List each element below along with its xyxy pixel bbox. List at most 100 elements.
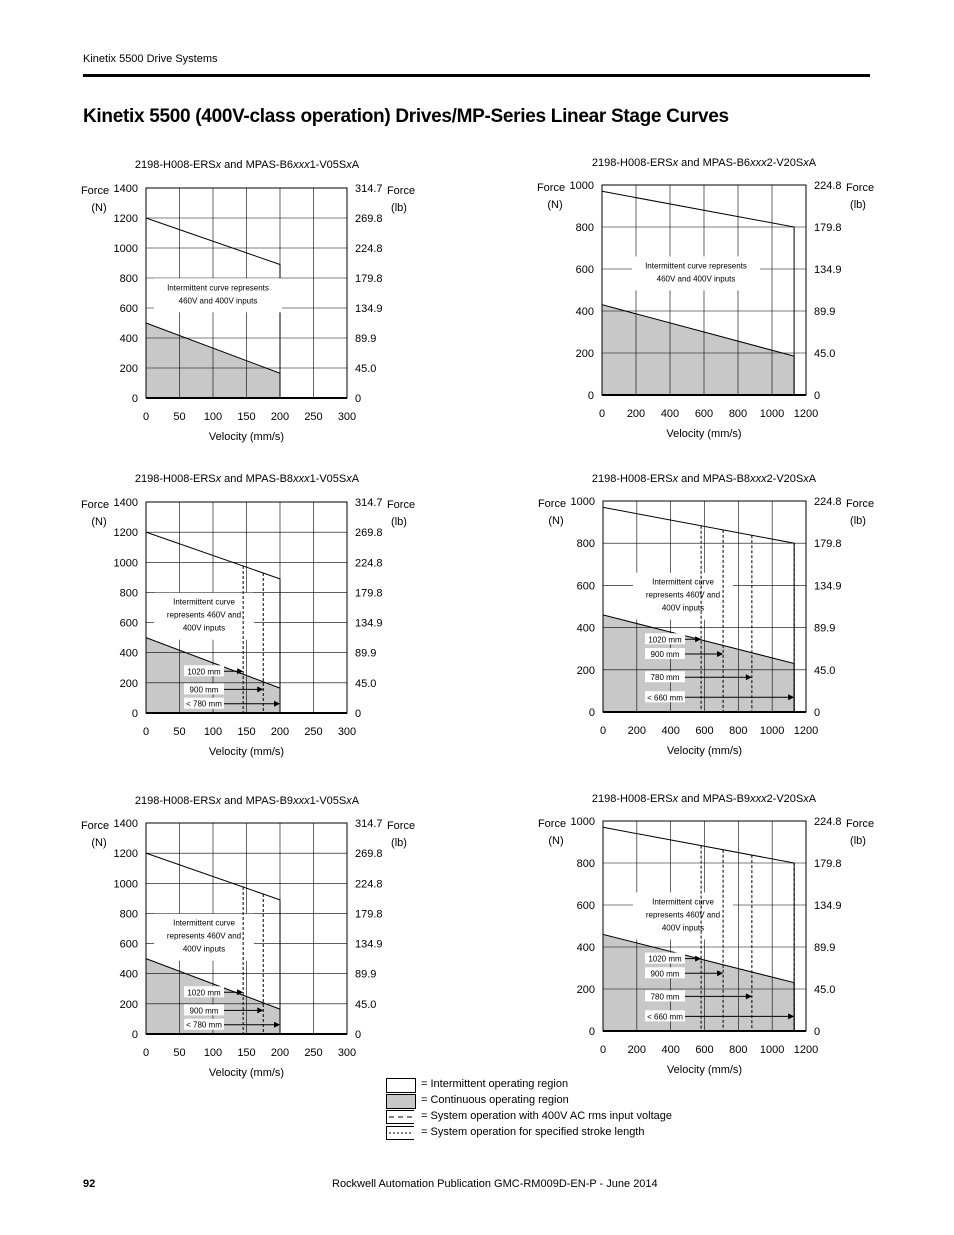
intermittent-curve [145,217,281,398]
y-axis-label-right: Force [387,185,415,197]
continuous-region [601,304,795,396]
y-axis-label-left-unit: (N) [548,515,563,527]
x-tick-label: 1200 [794,725,818,737]
legend-swatch-continuous [386,1094,416,1109]
x-tick-label: 600 [695,408,713,420]
y-right-tick-label: 224.8 [814,496,842,508]
y-right-tick-label: 0 [814,707,820,719]
y-tick-label: 0 [589,707,595,719]
y-tick-label: 600 [577,580,595,592]
y-right-tick-label: 269.8 [355,848,383,860]
annotation-text: Intermittent curve [652,897,714,906]
legend-label: = Intermittent operating region [421,1078,569,1090]
x-tick-label: 600 [695,1044,713,1056]
stroke-limit-label: 900 mm [190,1006,219,1015]
y-tick-label: 1000 [114,243,138,255]
y-tick-label: 600 [576,264,594,276]
y-tick-label: 200 [576,348,594,360]
stroke-limit-label-bg [184,697,224,709]
x-tick-label: 0 [599,408,605,420]
y-right-tick-label: 269.8 [355,213,383,225]
y-right-tick-label: 314.7 [355,497,383,509]
y-axis-label-left: Force [81,499,109,511]
y-right-tick-label: 45.0 [814,665,835,677]
chart-right-1: 2198-H008-ERSx and MPAS-B6xxx2-V20SxA Int… [537,157,874,440]
y-tick-label: 0 [132,393,138,405]
x-tick-label: 250 [304,726,322,738]
y-right-tick-label: 0 [355,708,361,720]
annotation-box [154,592,254,640]
y-right-tick-label: 179.8 [814,222,842,234]
stroke-limit-label: 780 mm [651,673,680,682]
annotation-box [154,278,282,313]
y-right-tick-label: 0 [814,390,820,402]
y-tick-label: 800 [120,273,138,285]
x-tick-label: 300 [338,411,356,423]
stroke-limit-label-bg [645,952,685,964]
x-tick-label: 50 [173,411,185,423]
y-right-tick-label: 45.0 [355,363,376,375]
x-tick-label: 200 [627,408,645,420]
y-axis-label-left: Force [537,182,565,194]
y-axis-label-left-unit: (N) [91,837,106,849]
stroke-limit-label: 780 mm [651,992,680,1001]
legend-swatch-short-dash [386,1126,414,1140]
annotation-text: Intermittent curve represents [645,261,747,270]
y-right-tick-label: 45.0 [355,999,376,1011]
x-tick-label: 800 [729,408,747,420]
stroke-limit-label-bg [645,691,685,703]
y-right-tick-label: 179.8 [814,858,842,870]
y-axis-label-right-unit: (lb) [850,199,866,211]
annotation-box [633,572,733,620]
y-tick-label: 400 [120,333,138,345]
y-axis-label-right: Force [387,499,415,511]
chart-right-3: 2198-H008-ERSx and MPAS-B9xxx2-V20SxA Int… [538,793,874,1076]
y-right-tick-label: 45.0 [814,348,835,360]
y-right-tick-label: 224.8 [355,878,383,890]
y-right-tick-label: 134.9 [814,900,842,912]
y-right-tick-label: 134.9 [355,939,383,951]
y-right-tick-label: 0 [355,1029,361,1041]
y-tick-label: 400 [120,969,138,981]
y-right-tick-label: 134.9 [814,580,842,592]
y-axis-label-left-unit: (N) [547,199,562,211]
y-right-tick-label: 134.9 [355,618,383,630]
y-tick-label: 0 [588,390,594,402]
annotation-box [632,256,760,291]
stroke-limit-label: 1020 mm [648,635,682,644]
x-axis-label: Velocity (mm/s) [209,1067,284,1079]
y-axis-label-right-unit: (lb) [391,202,407,214]
arrow-head [257,1007,264,1014]
legend-label: = Continuous operating region [421,1094,569,1106]
annotation-text: 400V inputs [183,945,225,954]
stroke-limit-label: 900 mm [651,650,680,659]
chart-title: 2198-H008-ERSx and MPAS-B9xxx1-V05SxA [135,795,360,807]
publication-footer: Rockwell Automation Publication GMC-RM00… [332,1178,658,1190]
stroke-limit-label-bg [645,1010,685,1022]
annotation-text: Intermittent curve [652,578,714,587]
arrow-head [695,636,702,643]
chart-right-2: 2198-H008-ERSx and MPAS-B8xxx2-V20SxA Int… [538,473,874,757]
stroke-limit-label-bg [184,665,224,677]
y-tick-label: 400 [576,306,594,318]
y-right-tick-label: 224.8 [814,180,842,192]
y-axis-label-right-unit: (lb) [391,516,407,528]
x-tick-label: 100 [204,1047,222,1059]
x-axis-label: Velocity (mm/s) [209,431,284,443]
y-tick-label: 1400 [114,183,138,195]
y-right-tick-label: 314.7 [355,818,383,830]
x-tick-label: 200 [271,726,289,738]
y-tick-label: 0 [132,1029,138,1041]
arrow-head [237,989,244,996]
arrow-head [695,955,702,962]
y-tick-label: 200 [120,999,138,1011]
y-tick-label: 0 [132,708,138,720]
x-tick-label: 800 [729,725,747,737]
y-right-tick-label: 224.8 [814,816,842,828]
y-tick-label: 1000 [570,180,594,192]
x-tick-label: 0 [143,1047,149,1059]
y-axis-label-right-unit: (lb) [391,837,407,849]
x-tick-label: 100 [204,726,222,738]
x-tick-label: 200 [271,411,289,423]
